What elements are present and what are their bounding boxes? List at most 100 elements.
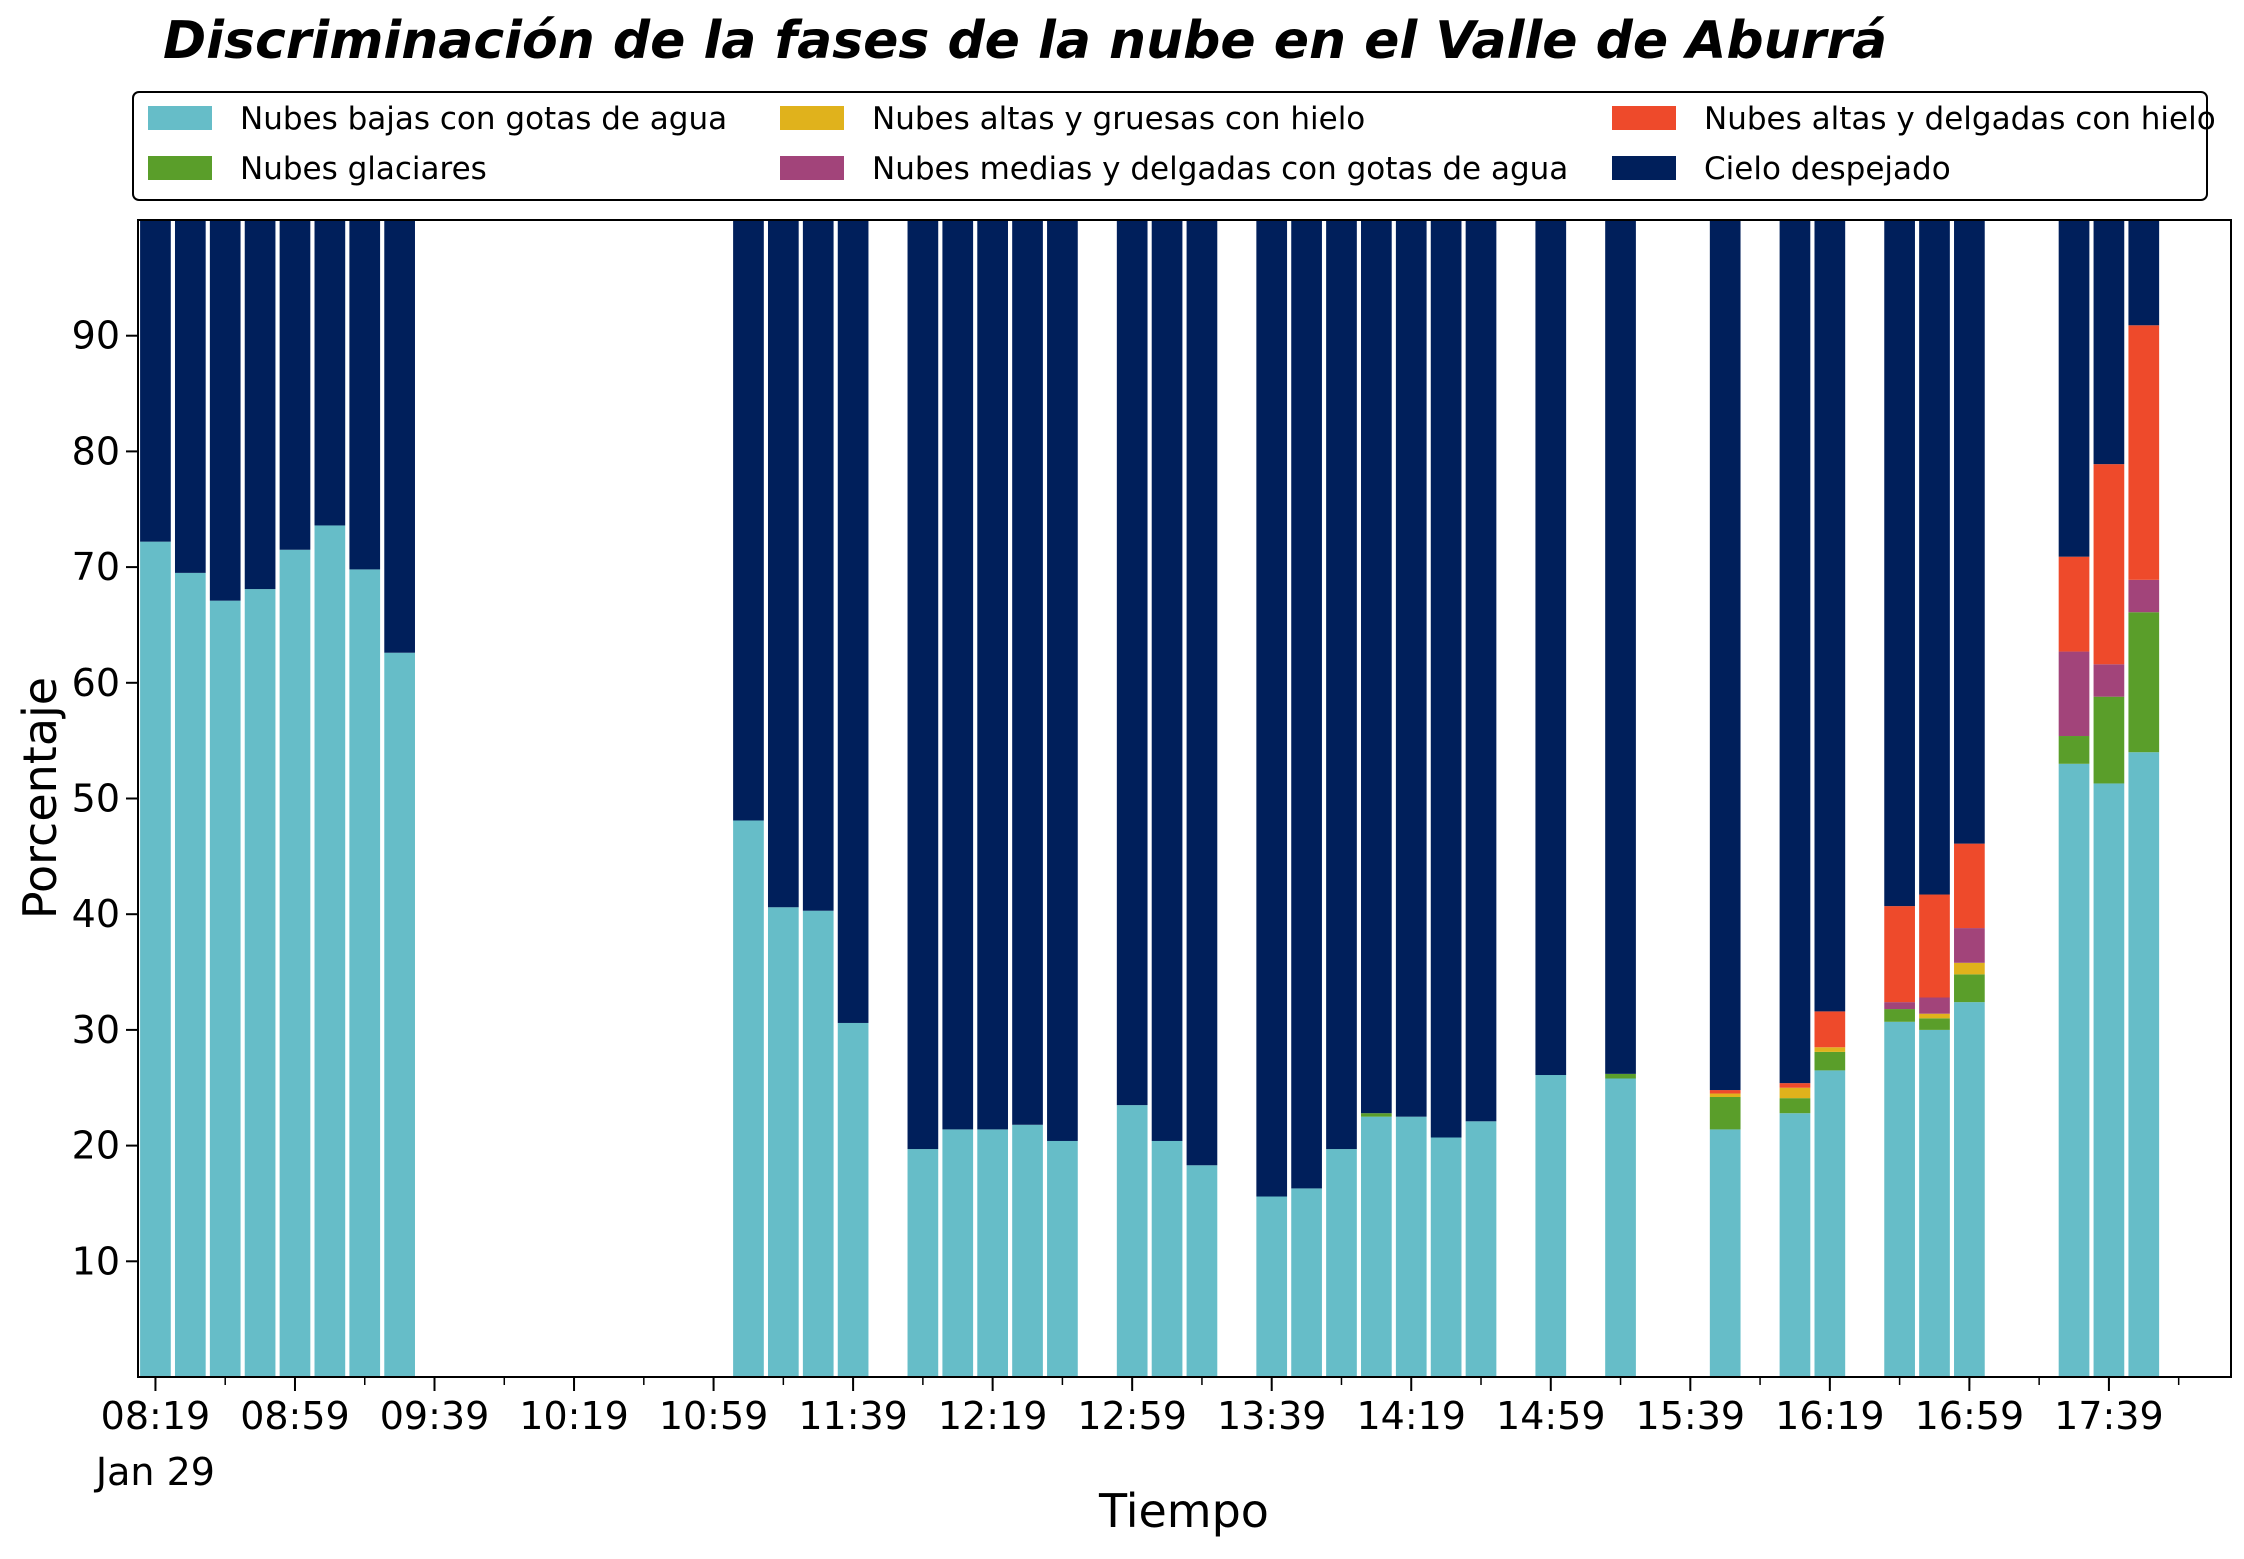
bar-0929-clear xyxy=(384,220,415,653)
bar-1349-low-water xyxy=(1291,1188,1322,1377)
bar-0859-low-water xyxy=(279,549,311,1377)
x-tick-label-0939: 09:39 xyxy=(380,1394,490,1438)
x-tick-label-1219: 12:19 xyxy=(938,1394,1048,1438)
bar-0849-low-water xyxy=(244,589,276,1377)
bar-1649-low-water xyxy=(1919,1029,1950,1377)
bar-0829-clear xyxy=(174,220,206,573)
bar-1339-low-water xyxy=(1256,1196,1288,1377)
bar-1639-clear xyxy=(1884,220,1915,907)
legend-swatch-mid-thin-water xyxy=(780,156,844,180)
chart-title: Discriminación de la fases de la nube en… xyxy=(163,11,1887,71)
bar-1259-low-water xyxy=(1116,1105,1148,1377)
bar-1639-mid-thin-water xyxy=(1884,1002,1915,1010)
bar-1429-clear xyxy=(1430,220,1462,1138)
bar-1339-clear xyxy=(1256,220,1288,1197)
bar-1409-low-water xyxy=(1361,1116,1392,1377)
x-tick-label-1339: 13:39 xyxy=(1217,1394,1327,1438)
bar-1649-high-thick-ice xyxy=(1919,1013,1950,1019)
bar-0849-clear xyxy=(244,220,276,590)
legend-swatch-low-water xyxy=(148,106,212,130)
bar-1649-clear xyxy=(1919,220,1950,895)
legend-label-low-water: Nubes bajas con gotas de agua xyxy=(240,101,727,137)
bar-1129-clear xyxy=(802,220,834,911)
bar-1409-glacial xyxy=(1361,1113,1392,1117)
bar-1109-low-water xyxy=(733,820,764,1377)
y-tick-label-80: 80 xyxy=(72,429,120,473)
legend-label-clear: Cielo despejado xyxy=(1704,151,1951,187)
bar-0859-clear xyxy=(279,220,311,550)
bar-1749-high-thin-ice xyxy=(2128,325,2160,580)
bar-1739-mid-thin-water xyxy=(2093,664,2125,697)
x-tick-label-1259: 12:59 xyxy=(1077,1394,1187,1438)
bar-1429-low-water xyxy=(1430,1137,1462,1377)
bar-1619-glacial xyxy=(1814,1051,1846,1071)
plot-background xyxy=(138,220,2231,1377)
bar-1409-clear xyxy=(1361,220,1392,1114)
legend-label-high-thick-ice: Nubes altas y gruesas con hielo xyxy=(872,101,1365,137)
bar-1609-clear xyxy=(1779,220,1811,1084)
y-axis-title: Porcentaje xyxy=(13,677,67,919)
x-tick-label-1459: 14:59 xyxy=(1496,1394,1606,1438)
bar-1609-low-water xyxy=(1779,1113,1811,1377)
bar-1459-low-water xyxy=(1535,1075,1567,1377)
bar-1749-low-water xyxy=(2128,752,2160,1377)
bar-1549-high-thick-ice xyxy=(1709,1093,1741,1098)
bar-1219-clear xyxy=(977,220,1008,1130)
y-tick-label-40: 40 xyxy=(72,892,120,936)
y-tick-label-20: 20 xyxy=(72,1124,120,1168)
bar-1729-high-thin-ice xyxy=(2058,556,2090,652)
bar-1519-glacial xyxy=(1605,1073,1636,1079)
bar-0919-low-water xyxy=(349,569,381,1377)
bar-1549-clear xyxy=(1709,220,1741,1091)
x-tick-label-1659: 16:59 xyxy=(1915,1394,2025,1438)
x-tick-label-1739: 17:39 xyxy=(2054,1394,2164,1438)
bar-1739-high-thin-ice xyxy=(2093,464,2125,665)
bar-1129-low-water xyxy=(802,910,834,1377)
bar-1209-clear xyxy=(942,220,974,1130)
bar-1729-low-water xyxy=(2058,763,2090,1377)
x-tick-label-1139: 11:39 xyxy=(798,1394,908,1438)
bar-1209-low-water xyxy=(942,1129,974,1377)
bar-1319-clear xyxy=(1186,220,1218,1166)
bar-1619-high-thin-ice xyxy=(1814,1011,1846,1048)
bar-1229-low-water xyxy=(1012,1124,1043,1377)
x-tick-label-1619: 16:19 xyxy=(1775,1394,1885,1438)
x-tick-label-0859: 08:59 xyxy=(240,1394,350,1438)
bar-1729-glacial xyxy=(2058,736,2090,764)
legend-swatch-high-thin-ice xyxy=(1612,106,1676,130)
y-tick-label-30: 30 xyxy=(72,1008,120,1052)
bar-1659-mid-thin-water xyxy=(1954,928,1985,963)
bar-1229-clear xyxy=(1012,220,1043,1125)
bar-1649-glacial xyxy=(1919,1018,1950,1030)
bar-1729-mid-thin-water xyxy=(2058,651,2090,737)
bar-1739-low-water xyxy=(2093,783,2125,1377)
x-axis: 08:19 08:59 09:39 10:19 10:59 11:39 12:19 12:59… xyxy=(94,1377,2180,1494)
bar-1649-high-thin-ice xyxy=(1919,894,1950,998)
x-axis-title: Tiempo xyxy=(1098,1484,1269,1538)
legend-swatch-clear xyxy=(1612,156,1676,180)
bar-1639-low-water xyxy=(1884,1021,1915,1377)
x-tick-label-1419: 14:19 xyxy=(1356,1394,1466,1438)
bar-1359-clear xyxy=(1326,220,1357,1150)
x-tick-label-1059: 10:59 xyxy=(659,1394,769,1438)
bar-1659-glacial xyxy=(1954,974,1985,1003)
x-date-label: Jan 29 xyxy=(94,1450,215,1494)
legend-label-high-thin-ice: Nubes altas y delgadas con hielo xyxy=(1704,101,2216,137)
plot-area xyxy=(137,219,2232,1378)
bar-0819-clear xyxy=(140,220,171,542)
bar-1749-clear xyxy=(2128,220,2160,326)
bar-0839-clear xyxy=(209,220,241,601)
bar-1159-low-water xyxy=(907,1149,939,1377)
bar-0919-clear xyxy=(349,220,381,570)
bar-1729-clear xyxy=(2058,220,2090,557)
bar-1239-low-water xyxy=(1047,1140,1078,1377)
bar-1549-glacial xyxy=(1709,1097,1741,1130)
legend-items: Nubes bajas con gotas de agua Nubes glaci… xyxy=(148,101,2216,187)
bar-1139-clear xyxy=(837,220,869,1023)
legend-swatch-glacial xyxy=(148,156,212,180)
bar-1639-glacial xyxy=(1884,1009,1915,1022)
bar-0819-low-water xyxy=(140,541,171,1377)
x-tick-label-0819: 08:19 xyxy=(101,1394,211,1438)
bar-1319-low-water xyxy=(1186,1165,1218,1377)
